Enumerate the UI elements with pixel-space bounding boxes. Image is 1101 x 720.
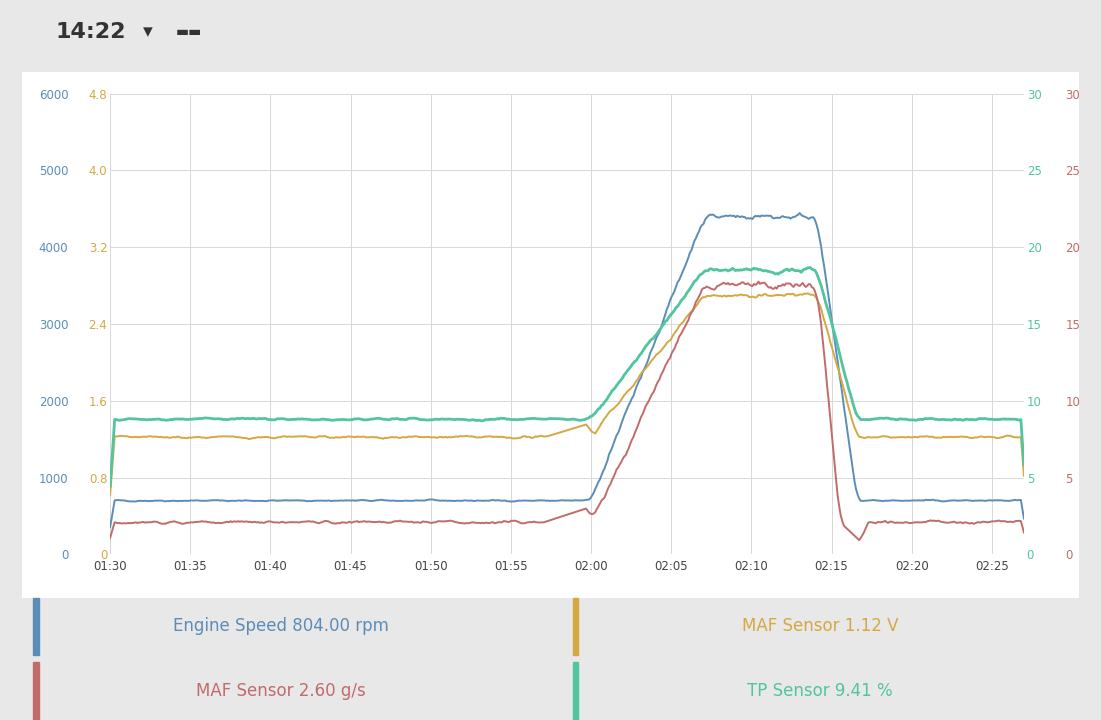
FancyBboxPatch shape: [11, 67, 1090, 603]
Bar: [573, 662, 578, 720]
Bar: [33, 598, 39, 655]
Bar: [33, 662, 39, 720]
Text: Engine Speed 804.00 rpm: Engine Speed 804.00 rpm: [173, 618, 389, 636]
Text: MAF Sensor 1.12 V: MAF Sensor 1.12 V: [742, 618, 898, 636]
Text: TP Sensor 9.41 %: TP Sensor 9.41 %: [748, 683, 893, 700]
Text: 14:22: 14:22: [55, 22, 126, 42]
Bar: [573, 598, 578, 655]
Text: ▾: ▾: [143, 22, 153, 41]
Text: ▬▬: ▬▬: [176, 24, 203, 39]
Text: MAF Sensor 2.60 g/s: MAF Sensor 2.60 g/s: [196, 683, 366, 700]
